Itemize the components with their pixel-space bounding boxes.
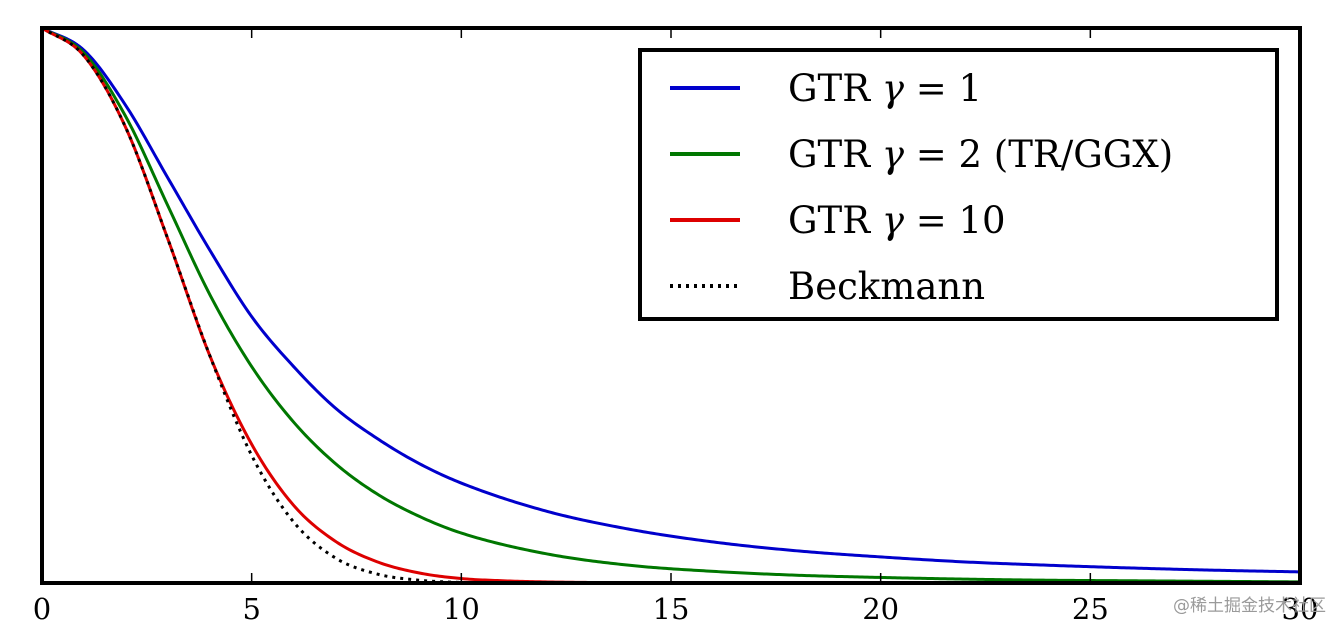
legend-label-prefix: GTR [788, 199, 882, 242]
legend-label-gamma: γ [882, 133, 905, 176]
x-tick-label: 5 [242, 592, 260, 626]
legend-label-suffix: = 10 [904, 199, 1006, 242]
legend-label-prefix: GTR [788, 67, 882, 110]
x-tick-label: 25 [1072, 592, 1109, 626]
legend-label-gamma: γ [882, 67, 905, 110]
x-tick-label: 20 [862, 592, 899, 626]
legend-label-2: GTR γ = 2 (TR/GGX) [788, 133, 1173, 176]
legend-label-4: Beckmann [788, 265, 985, 308]
legend-label-suffix: = 1 [904, 67, 982, 110]
legend-label-3: GTR γ = 10 [788, 199, 1006, 242]
watermark: @稀土掘金技术社区 [1173, 596, 1326, 616]
plot-frame [40, 26, 1302, 585]
series-line-1 [40, 26, 1302, 574]
x-tick-labels: 0 5 10 15 20 25 30 [33, 592, 1319, 626]
legend-label-1: GTR γ = 1 [788, 67, 982, 110]
x-tick-label: 10 [443, 592, 480, 626]
legend-label-prefix: GTR [788, 133, 882, 176]
x-tick-label: 30 [1282, 592, 1319, 626]
legend-label-gamma: γ [882, 199, 905, 242]
legend-label-prefix: Beckmann [788, 265, 985, 308]
legend-frame [638, 48, 1279, 321]
x-tick-label: 0 [33, 592, 51, 626]
legend-label-suffix: = 2 (TR/GGX) [904, 133, 1173, 176]
x-tick-label: 15 [653, 592, 690, 626]
